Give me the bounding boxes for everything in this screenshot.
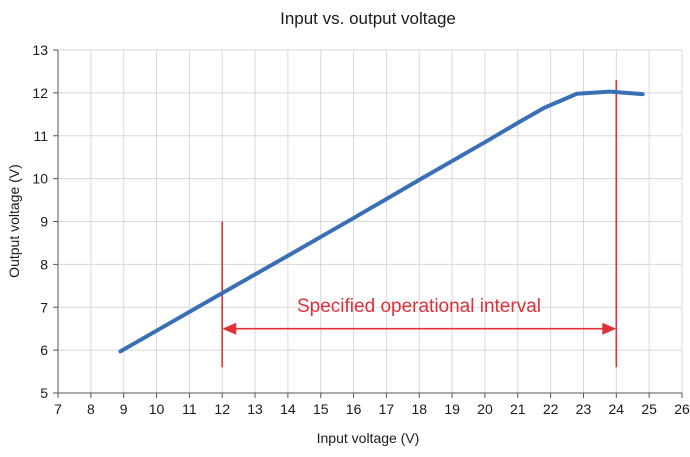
y-axis-label: Output voltage (V) — [6, 164, 22, 278]
x-tick-label: 8 — [87, 401, 95, 417]
x-tick-label: 17 — [379, 401, 395, 417]
chart-title: Input vs. output voltage — [280, 9, 456, 28]
y-tick-label: 7 — [40, 299, 48, 315]
x-tick-label: 18 — [411, 401, 427, 417]
x-axis-label: Input voltage (V) — [317, 430, 420, 446]
x-tick-label: 14 — [280, 401, 296, 417]
y-tick-label: 5 — [40, 385, 48, 401]
x-tick-label: 24 — [609, 401, 625, 417]
x-tick-label: 20 — [477, 401, 493, 417]
y-tick-label: 6 — [40, 342, 48, 358]
interval-arrowhead-left — [222, 322, 237, 335]
x-tick-label: 7 — [54, 401, 62, 417]
y-tick-label: 11 — [33, 128, 48, 144]
x-tick-label: 21 — [510, 401, 526, 417]
x-tick-label: 26 — [674, 401, 690, 417]
x-tick-label: 19 — [444, 401, 460, 417]
y-tick-label: 9 — [40, 214, 48, 230]
grid — [53, 49, 683, 398]
x-tick-label: 13 — [247, 401, 263, 417]
series-line — [118, 89, 645, 354]
y-tick-label: 10 — [32, 171, 48, 187]
interval-label: Specified operational interval — [297, 296, 541, 317]
series-group — [118, 89, 645, 354]
x-tick-label: 22 — [543, 401, 559, 417]
interval-arrowhead-right — [602, 322, 617, 335]
x-tick-label: 23 — [576, 401, 592, 417]
x-tick-label: 11 — [182, 401, 197, 417]
y-tick-labels: 5 6 7 8 9 10 11 12 13 — [32, 42, 48, 401]
x-tick-label: 10 — [149, 401, 165, 417]
x-tick-label: 15 — [313, 401, 329, 417]
y-tick-label: 12 — [32, 85, 48, 101]
x-tick-label: 12 — [214, 401, 230, 417]
y-tick-label: 13 — [32, 42, 48, 58]
x-tick-label: 25 — [641, 401, 657, 417]
y-tick-label: 8 — [40, 256, 48, 272]
x-tick-labels: 7 8 9 10 11 12 13 14 15 16 17 18 19 20 21 22 23 24 25 26 — [54, 401, 690, 417]
x-tick-label: 9 — [120, 401, 128, 417]
x-tick-label: 16 — [346, 401, 362, 417]
